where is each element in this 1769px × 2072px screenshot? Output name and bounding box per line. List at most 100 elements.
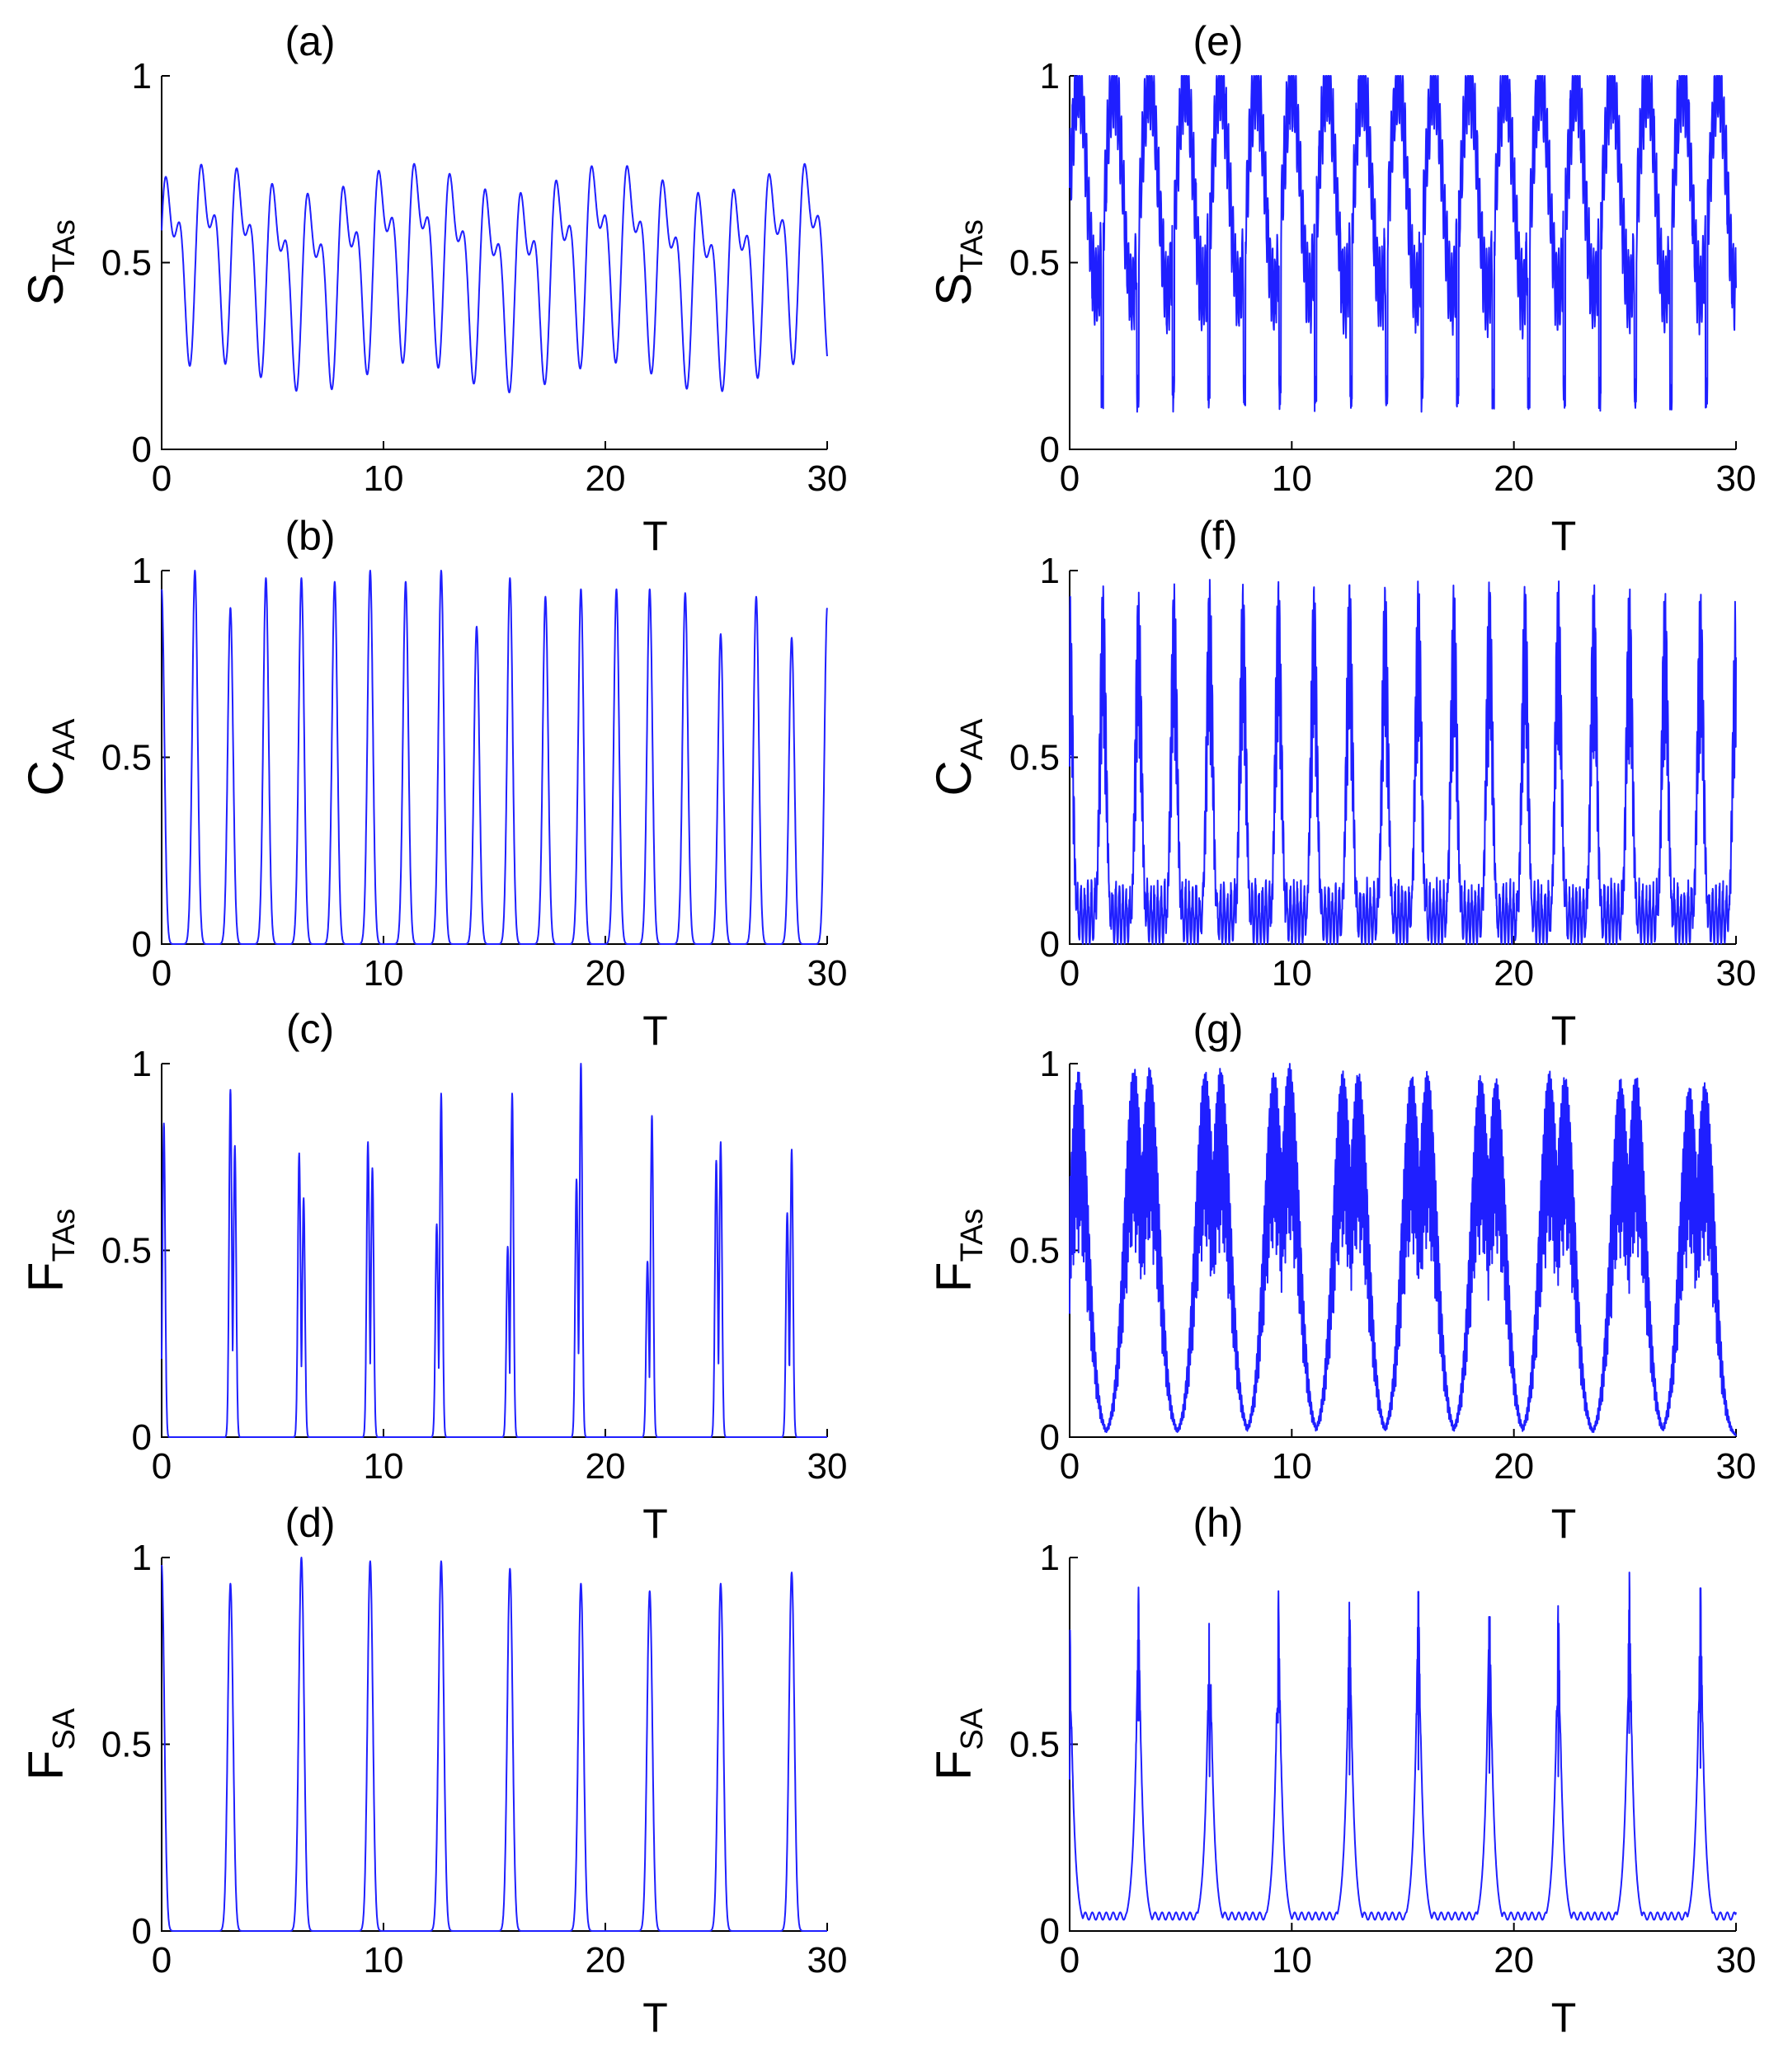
x-tick-label: 10	[364, 1940, 404, 1980]
series-line	[1069, 1572, 1737, 1921]
x-tick-label: 30	[1716, 1446, 1757, 1487]
panel-label: (g)	[1193, 1006, 1243, 1052]
x-tick-label: 0	[152, 1446, 172, 1487]
x-tick-label: 0	[1060, 953, 1080, 994]
panel-label: (f)	[1198, 513, 1237, 559]
y-tick-label: 0	[132, 1911, 152, 1952]
x-axis-label: T	[1551, 1994, 1577, 2041]
panel-label: (b)	[285, 513, 335, 559]
y-tick-label: 0	[132, 430, 152, 470]
x-tick-label: 20	[1494, 458, 1534, 499]
x-tick-label: 30	[807, 458, 848, 499]
x-tick-label: 20	[586, 1940, 626, 1980]
x-tick-label: 20	[1494, 953, 1534, 994]
x-axis-label: T	[1551, 1501, 1577, 1547]
y-tick-label: 0	[1040, 1417, 1060, 1458]
y-axis-label: FTAs	[18, 1209, 82, 1292]
x-tick-label: 0	[1060, 1940, 1080, 1980]
x-tick-label: 20	[586, 458, 626, 499]
x-tick-label: 20	[1494, 1940, 1534, 1980]
y-tick-label: 0	[1040, 924, 1060, 965]
series-line	[1069, 1063, 1737, 1436]
x-axis-label: T	[642, 1994, 668, 2041]
x-axis-label: T	[1551, 513, 1577, 559]
x-tick-label: 10	[364, 1446, 404, 1487]
x-tick-label: 0	[1060, 458, 1080, 499]
series-line	[161, 1063, 828, 1438]
panel-label: (d)	[285, 1500, 335, 1546]
x-tick-label: 30	[807, 953, 848, 994]
y-tick-label: 0.5	[101, 738, 152, 778]
x-tick-label: 10	[364, 953, 404, 994]
series-line	[1069, 75, 1737, 413]
y-axis-label: CAA	[926, 718, 990, 796]
y-axis-label: FSA	[18, 1708, 82, 1780]
y-tick-label: 0	[132, 924, 152, 965]
y-tick-label: 1	[132, 1044, 152, 1084]
x-axis-label: T	[1551, 1008, 1577, 1054]
y-axis-label: FTAs	[926, 1209, 990, 1292]
y-tick-label: 1	[1040, 56, 1060, 96]
x-tick-label: 30	[1716, 1940, 1757, 1980]
panel-label: (c)	[286, 1006, 334, 1052]
x-tick-label: 10	[1272, 1446, 1312, 1487]
y-axis-label: STAs	[18, 219, 82, 306]
x-tick-label: 10	[364, 458, 404, 499]
x-tick-label: 0	[1060, 1446, 1080, 1487]
series-line	[161, 162, 828, 393]
x-tick-label: 30	[1716, 458, 1757, 499]
x-tick-label: 10	[1272, 458, 1312, 499]
y-tick-label: 0	[1040, 1911, 1060, 1952]
series-line	[161, 1557, 828, 1932]
axes-frame	[161, 76, 827, 450]
y-tick-label: 1	[132, 1538, 152, 1578]
x-tick-label: 10	[1272, 1940, 1312, 1980]
y-tick-label: 0.5	[1009, 243, 1060, 284]
y-tick-label: 1	[1040, 1538, 1060, 1578]
y-tick-label: 0.5	[101, 1231, 152, 1271]
y-axis-label: CAA	[18, 718, 82, 796]
y-tick-label: 0	[132, 1417, 152, 1458]
y-tick-label: 0.5	[1009, 1231, 1060, 1271]
axes-frame	[161, 1558, 827, 1932]
y-tick-label: 1	[1040, 1044, 1060, 1084]
y-tick-label: 0.5	[101, 243, 152, 284]
panel-label: (a)	[285, 18, 335, 64]
x-tick-label: 30	[1716, 953, 1757, 994]
y-tick-label: 1	[1040, 551, 1060, 591]
y-tick-label: 0.5	[101, 1725, 152, 1765]
y-tick-label: 1	[132, 551, 152, 591]
x-tick-label: 30	[807, 1940, 848, 1980]
x-tick-label: 10	[1272, 953, 1312, 994]
x-tick-label: 0	[152, 953, 172, 994]
x-axis-label: T	[642, 1501, 668, 1547]
x-tick-label: 20	[586, 1446, 626, 1487]
axes-frame	[161, 1064, 827, 1438]
x-axis-label: T	[642, 513, 668, 559]
series-line	[161, 570, 828, 945]
x-tick-label: 20	[1494, 1446, 1534, 1487]
x-tick-label: 0	[152, 1940, 172, 1980]
y-tick-label: 1	[132, 56, 152, 96]
y-tick-label: 0.5	[1009, 738, 1060, 778]
x-tick-label: 20	[586, 953, 626, 994]
y-tick-label: 0	[1040, 430, 1060, 470]
series-line	[1069, 579, 1737, 945]
x-axis-label: T	[642, 1008, 668, 1054]
panel-label: (e)	[1193, 18, 1243, 64]
y-tick-label: 0.5	[1009, 1725, 1060, 1765]
x-tick-label: 30	[807, 1446, 848, 1487]
panel-label: (h)	[1193, 1500, 1243, 1546]
y-axis-label: FSA	[926, 1708, 990, 1780]
y-axis-label: STAs	[926, 219, 990, 306]
x-tick-label: 0	[152, 458, 172, 499]
